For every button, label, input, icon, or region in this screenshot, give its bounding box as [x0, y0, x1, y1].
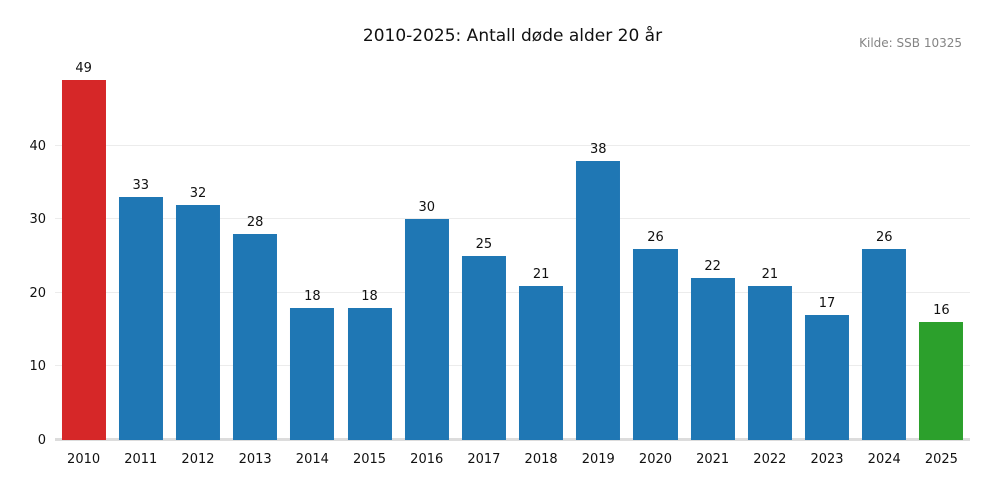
x-tick-label-2011: 2011: [124, 452, 158, 467]
bar-group-2023: 17: [798, 68, 855, 440]
x-tick-label-2014: 2014: [295, 452, 329, 467]
bar-2025: [919, 322, 964, 440]
bar-2013: [233, 234, 278, 440]
bar-2012: [175, 204, 220, 440]
x-tick-label-2023: 2023: [810, 452, 844, 467]
gridline: [55, 144, 970, 146]
bar-2024: [862, 248, 907, 440]
chart-title: 2010-2025: Antall døde alder 20 år: [362, 26, 663, 46]
x-tick-label-2025: 2025: [924, 452, 958, 467]
bar-value-label: 22: [704, 259, 721, 275]
bar-value-label: 21: [761, 266, 779, 282]
bar-2016: [404, 219, 449, 440]
bar-group-2010: 49: [55, 61, 112, 440]
bar-2018: [519, 285, 564, 440]
bar-value-label: 28: [246, 215, 264, 231]
x-tick-label-2019: 2019: [581, 452, 615, 467]
bar-value-label: 16: [933, 303, 950, 319]
bar-group-2015: 18: [341, 68, 398, 440]
bar-value-label: 33: [132, 178, 150, 194]
bar-group-2021: 22: [684, 68, 741, 440]
gridline: [55, 218, 970, 220]
x-tick-label-2016: 2016: [410, 452, 444, 467]
y-tick-label: 10: [29, 359, 46, 375]
bar-group-2020: 26: [627, 68, 684, 440]
bar-value-label: 30: [418, 200, 435, 216]
bar-value-label: 21: [532, 266, 550, 282]
x-axis-baseline: [55, 438, 970, 441]
x-tick-label-2022: 2022: [753, 452, 787, 467]
x-tick-label-2013: 2013: [238, 452, 272, 467]
chart-source-note: Kilde: SSB 10325: [859, 36, 962, 50]
bar-value-label: 38: [590, 141, 607, 157]
x-tick-label-2024: 2024: [867, 452, 901, 467]
bar-group-2022: 21: [741, 68, 798, 440]
bar-group-2017: 25: [455, 68, 512, 440]
plot-area: 0 10 20 30 40 49 33 32 28 18 18 30 25 21 38 26 22 21 17 26 1…: [29, 61, 970, 448]
bar-2019: [576, 160, 621, 440]
bar-2023: [805, 315, 850, 440]
bar-2017: [461, 256, 506, 440]
bar-group-2013: 28: [227, 68, 284, 440]
bar-group-2014: 18: [284, 68, 341, 440]
bar-group-2012: 32: [169, 68, 226, 440]
gridline: [55, 291, 970, 293]
bar-value-label: 17: [818, 296, 836, 312]
bar-2022: [747, 285, 792, 440]
bar-value-label: 18: [361, 288, 378, 304]
x-axis-tick-labels: 2010 2011 2012 2013 2014 2015 2016 2017 2018 2019…: [55, 452, 970, 467]
x-tick-label-2015: 2015: [352, 452, 387, 467]
bar-group-2018: 21: [513, 68, 570, 440]
x-tick-label-2017: 2017: [467, 452, 501, 467]
bar-2014: [290, 307, 335, 440]
y-tick-label: 20: [29, 285, 46, 301]
gridline: [55, 365, 970, 367]
x-tick-label-2020: 2020: [638, 452, 673, 467]
bar-group-2019: 38: [570, 68, 627, 440]
bar-value-label: 26: [875, 229, 893, 245]
x-tick-label-2010: 2010: [67, 452, 101, 467]
bar-value-label: 18: [304, 288, 321, 304]
y-tick-label: 30: [29, 212, 46, 228]
bar-2010: [61, 79, 106, 440]
x-tick-label-2012: 2012: [181, 452, 215, 467]
bar-2015: [347, 307, 392, 440]
bar-group-2016: 30: [398, 68, 455, 440]
bar-value-label: 26: [647, 229, 664, 245]
bar-group-2024: 26: [856, 68, 913, 440]
y-tick-label: 40: [29, 138, 46, 154]
bar-2020: [633, 248, 678, 440]
x-tick-label-2021: 2021: [696, 452, 730, 467]
bar-group-2025: 16: [913, 68, 970, 440]
bar-value-label: 25: [475, 237, 493, 253]
y-tick-label: 0: [37, 433, 46, 448]
bar-series: 49 33 32 28 18 18 30 25 21 38 26 22 21 17 26 16: [55, 61, 970, 440]
bar-value-label: 32: [189, 185, 207, 201]
bar-2021: [690, 278, 735, 440]
bar-2011: [118, 197, 163, 440]
x-tick-label-2018: 2018: [524, 452, 558, 467]
bar-group-2011: 33: [112, 68, 169, 440]
bar-value-label: 49: [75, 60, 92, 76]
